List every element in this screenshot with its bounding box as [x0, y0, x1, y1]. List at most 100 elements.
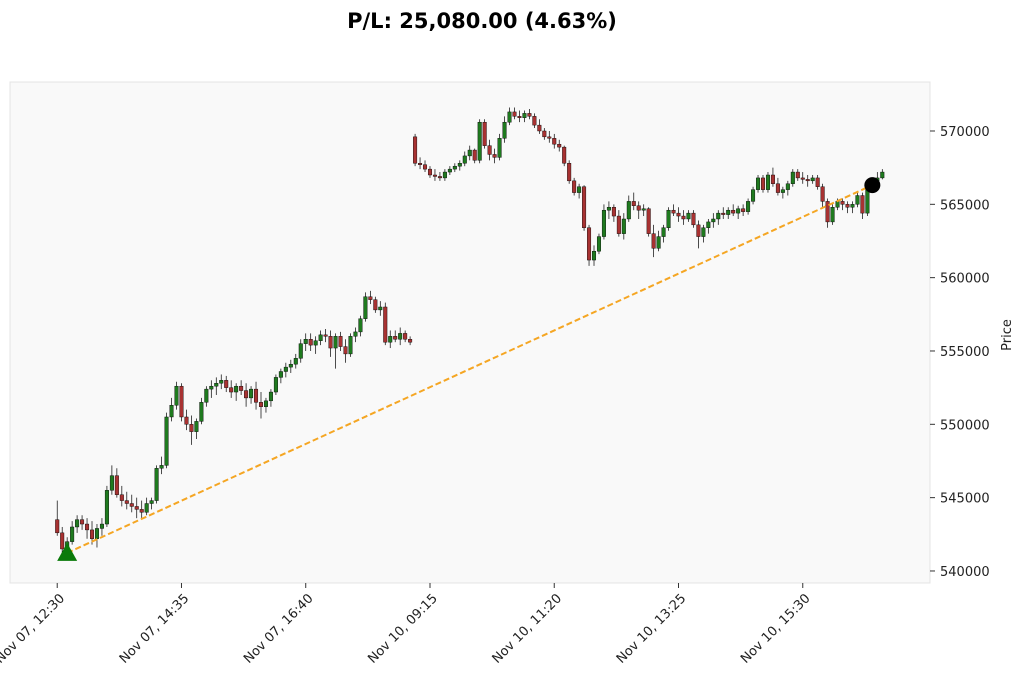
candle-body [413, 136, 418, 164]
candle-body [288, 363, 293, 368]
candle-body [333, 336, 338, 349]
candle-body [621, 218, 626, 234]
candle-body [179, 385, 184, 418]
candle-body [427, 168, 432, 176]
candle-body [293, 358, 298, 365]
candle-body [572, 180, 577, 193]
chart-title: P/L: 25,080.00 (4.63%) [347, 9, 617, 33]
y-tick-label: 560000 [940, 272, 990, 287]
candle-body [770, 174, 775, 184]
candle-body [810, 177, 815, 182]
candle-body [532, 116, 537, 126]
candle-body [696, 224, 701, 237]
candle-body [721, 212, 726, 215]
x-tick-label: Nov 07, 12:30 [0, 591, 68, 667]
candle-body [592, 251, 597, 261]
candle-body [273, 377, 278, 393]
candle-body [214, 383, 219, 387]
candle-body [109, 475, 114, 491]
candle-body [785, 183, 790, 190]
candle-body [716, 212, 721, 220]
candle-body [328, 336, 333, 349]
candle-body [666, 209, 671, 228]
candle-body [775, 183, 780, 193]
candle-body [780, 189, 785, 193]
candle-body [94, 528, 99, 539]
candle-body [835, 201, 840, 208]
candle-body [373, 299, 378, 311]
candle-body [174, 385, 179, 406]
candle-body [880, 171, 885, 179]
entry-marker [57, 542, 78, 561]
candle-body [298, 343, 303, 359]
x-tick-label: Nov 10, 09:15 [365, 591, 441, 667]
candle-body [323, 334, 328, 337]
candle-body [795, 171, 800, 179]
candle-body [760, 177, 765, 190]
candle-body [343, 346, 348, 355]
plot-area [9, 81, 931, 584]
candle-body [149, 500, 154, 504]
candle-body [522, 113, 527, 118]
candle-body [104, 490, 109, 525]
candle-body [393, 336, 398, 340]
candle-body [184, 416, 189, 425]
candle-body [204, 388, 209, 403]
candle-body [577, 186, 582, 193]
candle-body [552, 138, 557, 145]
candle-body [303, 339, 308, 344]
trade-line [66, 184, 873, 554]
candle-body [860, 195, 865, 214]
candle-body [681, 215, 686, 220]
candle-body [164, 416, 169, 466]
candle-body [313, 340, 318, 346]
candle-body [557, 143, 562, 148]
candle-body [537, 124, 542, 132]
candle-body [736, 208, 741, 214]
x-tick-label: Nov 10, 13:25 [614, 591, 690, 667]
candle-body [790, 171, 795, 184]
candle-body [55, 519, 60, 534]
candle-body [403, 333, 408, 340]
candle-body [756, 177, 761, 190]
candle-body [741, 208, 746, 212]
x-tick-label: Nov 07, 14:35 [117, 591, 193, 667]
candle-body [472, 149, 477, 161]
candle-body [477, 121, 482, 161]
y-tick-label: 550000 [940, 418, 990, 433]
candle-body [318, 334, 323, 341]
candle-body [457, 163, 462, 167]
candle-body [845, 204, 850, 208]
candle-body [398, 333, 403, 340]
candle-body [194, 421, 199, 432]
candle-body [676, 212, 681, 217]
candle-body [656, 236, 661, 249]
candle-body [169, 405, 174, 418]
x-tick-label: Nov 10, 11:20 [490, 591, 566, 667]
candle-body [159, 465, 164, 469]
candle-body [452, 165, 457, 170]
x-tick-label: Nov 10, 15:30 [738, 591, 814, 667]
candle-body [119, 494, 124, 501]
candle-body [114, 475, 119, 495]
candle-body [661, 227, 666, 237]
candle-body [278, 371, 283, 378]
candle-body [855, 195, 860, 205]
candle-body [358, 318, 363, 333]
candle-body [447, 168, 452, 173]
candle-body [154, 468, 159, 501]
candle-body [199, 402, 204, 422]
candle-body [219, 380, 224, 384]
candle-body [731, 209, 736, 214]
candle-body [60, 532, 65, 550]
candle-body [502, 121, 507, 139]
candle-body [512, 111, 517, 117]
candle-body [542, 130, 547, 138]
candle-body [249, 388, 254, 399]
candle-body [820, 186, 825, 202]
candle-body [646, 208, 651, 234]
candle-body [99, 523, 104, 529]
candle-body [189, 424, 194, 432]
x-tick-label: Nov 07, 16:40 [241, 591, 317, 667]
y-tick-label: 540000 [940, 565, 990, 580]
